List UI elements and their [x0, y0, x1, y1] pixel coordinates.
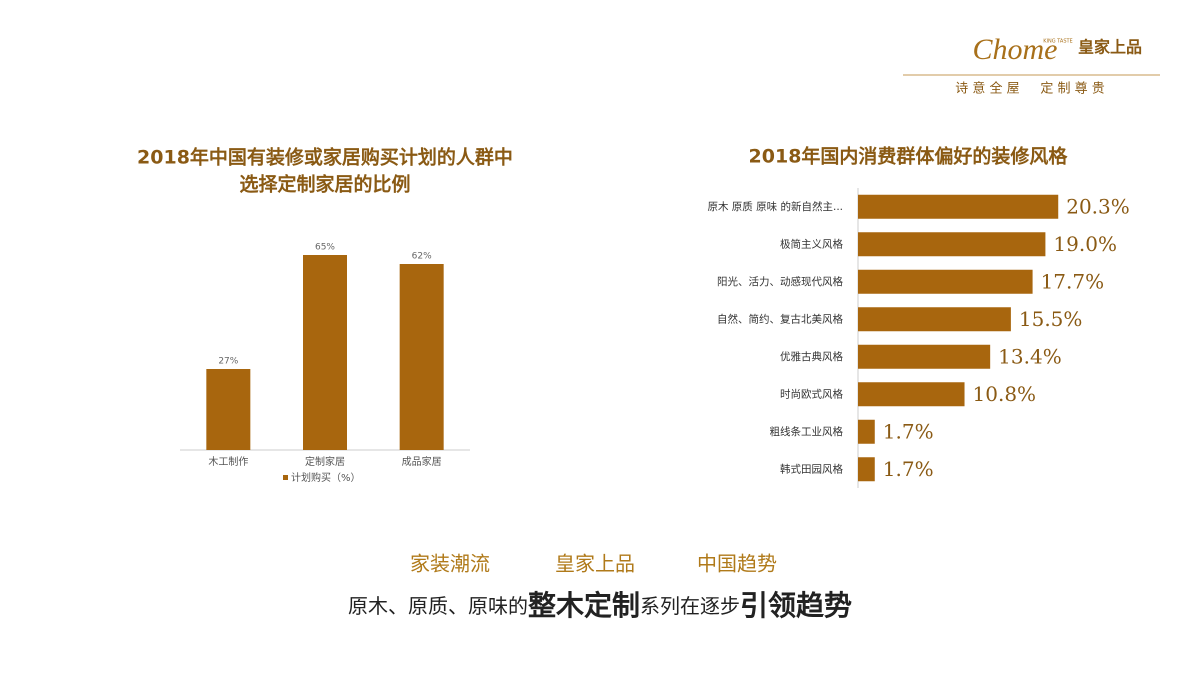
data-label: 1.7%	[883, 457, 934, 481]
tag: 皇家上品	[555, 552, 635, 576]
brand: 皇家上品	[1078, 38, 1142, 57]
data-label: 62%	[412, 252, 432, 262]
bar	[858, 307, 1011, 332]
x-tick-label: 成品家居	[402, 455, 442, 468]
tag: 家装潮流	[410, 552, 490, 576]
data-label: 27%	[218, 357, 238, 367]
tagline-part: 系列在逐步	[640, 594, 740, 618]
chart-title: 2018年中国有装修或家居购买计划的人群中	[137, 146, 513, 169]
y-tick-label: 极简主义风格	[780, 237, 843, 250]
tag: 中国趋势	[697, 552, 777, 576]
tagline: 原木、原质、原味的整木定制系列在逐步引领趋势	[348, 589, 852, 622]
y-tick-label: 自然、简约、复古北美风格	[717, 312, 843, 325]
y-tick-label: 韩式田园风格	[780, 462, 843, 475]
bar	[858, 382, 965, 407]
tagline-emphasis: 整木定制	[528, 589, 640, 622]
y-tick-label: 阳光、活力、动感现代风格	[717, 275, 843, 288]
x-tick-label: 木工制作	[208, 455, 248, 468]
data-label: 10.8%	[973, 382, 1037, 406]
bar	[206, 369, 251, 450]
data-label: 65%	[315, 243, 335, 253]
slogan: 诗 意 全 屋 定 制 尊 贵	[955, 81, 1104, 97]
bar	[858, 457, 875, 482]
y-tick-label: 时尚欧式风格	[780, 387, 843, 400]
logo-small: KING TASTE	[1043, 39, 1072, 45]
y-tick-label: 粗线条工业风格	[770, 425, 844, 438]
data-label: 15.5%	[1019, 307, 1083, 331]
y-tick-label: 优雅古典风格	[780, 350, 843, 363]
data-label: 20.3%	[1066, 194, 1130, 218]
bar	[399, 264, 444, 450]
data-label: 17.7%	[1041, 269, 1105, 293]
logo: Chome	[973, 33, 1058, 66]
legend-swatch	[283, 475, 288, 480]
data-label: 1.7%	[883, 419, 934, 443]
tagline-emphasis: 引领趋势	[740, 589, 852, 622]
y-tick-label: 原木 原质 原味 的新自然主...	[707, 200, 843, 213]
legend-label: 计划购买（%）	[291, 471, 361, 484]
bar	[858, 419, 875, 444]
chart-title: 选择定制家居的比例	[239, 173, 410, 196]
bar	[858, 344, 991, 369]
bar	[858, 232, 1046, 257]
data-label: 13.4%	[998, 344, 1062, 368]
x-tick-label: 定制家居	[305, 455, 345, 468]
bar	[858, 269, 1033, 294]
tagline-part: 原木、原质、原味的	[348, 594, 528, 618]
bar	[858, 194, 1059, 219]
chart-title: 2018年国内消费群体偏好的装修风格	[749, 145, 1069, 168]
bar	[303, 255, 347, 450]
data-label: 19.0%	[1053, 232, 1117, 256]
